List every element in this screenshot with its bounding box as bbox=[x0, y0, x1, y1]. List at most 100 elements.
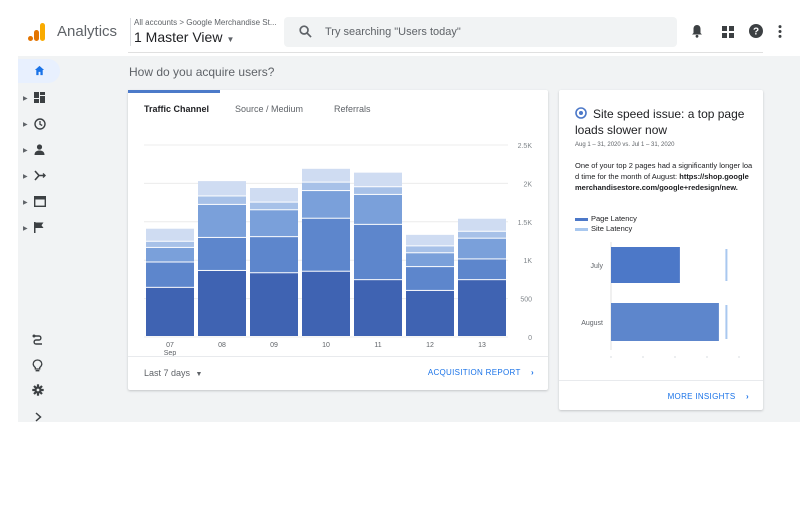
app-name: Analytics bbox=[57, 23, 118, 40]
expand-arrow-icon: ▶ bbox=[23, 148, 28, 154]
bar-segment bbox=[250, 273, 298, 336]
analytics-app: Analytics All accounts > Google Merchand… bbox=[18, 8, 800, 422]
sidebar-item-behavior[interactable]: ▶ bbox=[23, 194, 53, 212]
sidebar-item-acquisition[interactable]: ▶ bbox=[23, 168, 53, 186]
side-navigation: ▶ ▶ ▶ ▶ bbox=[18, 56, 70, 422]
dashboard-icon bbox=[34, 92, 45, 103]
legend-site-latency: Site Latency bbox=[575, 224, 637, 234]
home-icon bbox=[34, 65, 45, 76]
legend-label: Site Latency bbox=[591, 224, 633, 233]
bar-segment bbox=[198, 270, 246, 336]
apps-grid-icon[interactable] bbox=[722, 26, 734, 38]
latency-legend: Page Latency Site Latency bbox=[575, 214, 637, 234]
bar-segment bbox=[354, 187, 402, 194]
bar-segment bbox=[146, 287, 194, 336]
expand-arrow-icon: ▶ bbox=[23, 174, 28, 180]
account-breadcrumb[interactable]: All accounts > Google Merchandise St... bbox=[134, 18, 277, 27]
bell-icon[interactable] bbox=[691, 24, 703, 38]
acquisition-report-link[interactable]: ACQUISITION REPORT › bbox=[428, 368, 534, 377]
bar-segment bbox=[458, 238, 506, 259]
bar-segment bbox=[302, 218, 350, 271]
bar-segment bbox=[458, 280, 506, 336]
svg-text:?: ? bbox=[753, 27, 759, 38]
insight-title: Site speed issue: a top page loads slowe… bbox=[575, 106, 753, 138]
bar-segment bbox=[146, 247, 194, 262]
tab-referrals[interactable]: Referrals bbox=[334, 104, 371, 114]
y-tick-label: 0 bbox=[528, 335, 532, 342]
analytics-logo-icon bbox=[28, 23, 45, 41]
legend-page-latency: Page Latency bbox=[575, 214, 637, 224]
bar-segment bbox=[458, 218, 506, 231]
legend-swatch bbox=[575, 218, 588, 221]
bar-segment bbox=[458, 259, 506, 280]
insight-date-range: Aug 1 – 31, 2020 vs. Jul 1 – 31, 2020 bbox=[575, 142, 675, 148]
bar-segment bbox=[302, 182, 350, 191]
more-insights-link[interactable]: MORE INSIGHTS › bbox=[668, 392, 749, 401]
date-range-selector[interactable]: Last 7 days ▼ bbox=[144, 368, 202, 378]
sidebar-item-audience[interactable]: ▶ bbox=[23, 142, 53, 160]
latency-row-label: July bbox=[591, 263, 604, 270]
bar-segment bbox=[198, 237, 246, 270]
x-tick-label: 08 bbox=[218, 342, 226, 349]
tab-bar: Traffic Channel Source / Medium Referral… bbox=[128, 90, 548, 124]
tab-source-medium[interactable]: Source / Medium bbox=[235, 104, 304, 114]
tab-traffic-channel[interactable]: Traffic Channel bbox=[144, 104, 210, 114]
search-box[interactable]: Try searching "Users today" bbox=[284, 17, 677, 47]
more-insights-label: MORE INSIGHTS bbox=[667, 392, 736, 401]
help-icon[interactable]: ? bbox=[749, 24, 763, 38]
date-range-label: Last 7 days bbox=[144, 368, 191, 378]
chevron-right-icon: › bbox=[746, 392, 749, 401]
insights-card: Site speed issue: a top page loads slowe… bbox=[559, 90, 763, 410]
site-latency-marker bbox=[725, 305, 728, 339]
traffic-channel-chart: 2.5K2K1.5K1K500007Sep080910111213Organic… bbox=[144, 143, 533, 356]
sidebar-item-home[interactable] bbox=[18, 59, 60, 83]
insight-title-text: Site speed issue: a top page loads slowe… bbox=[575, 107, 745, 137]
bar-segment bbox=[406, 253, 454, 267]
x-sublabel: Sep bbox=[164, 350, 177, 356]
sidebar-item-customization[interactable]: ▶ bbox=[23, 90, 53, 108]
sidebar-item-conversions[interactable]: ▶ bbox=[23, 220, 53, 238]
y-tick-label: 1K bbox=[523, 258, 532, 265]
bar-segment bbox=[458, 231, 506, 238]
latency-row-label: August bbox=[581, 320, 603, 327]
more-vert-icon[interactable] bbox=[778, 25, 782, 38]
clock-icon bbox=[34, 118, 46, 130]
bar-segment bbox=[406, 246, 454, 253]
latency-chart: July August bbox=[581, 242, 740, 358]
chevron-right-icon: › bbox=[531, 368, 534, 377]
bar-segment bbox=[250, 237, 298, 273]
bar-segment bbox=[302, 191, 350, 218]
chevron-right-icon[interactable] bbox=[35, 412, 42, 422]
bar-segment bbox=[406, 267, 454, 290]
view-selector[interactable]: 1 Master View ▼ bbox=[134, 29, 234, 45]
acquisition-report-label: ACQUISITION REPORT bbox=[427, 368, 521, 377]
sidebar-item-realtime[interactable]: ▶ bbox=[23, 116, 53, 134]
x-tick-label: 07 bbox=[166, 342, 174, 349]
header-divider bbox=[130, 18, 131, 46]
x-tick-label: 10 bbox=[322, 342, 330, 349]
bar-segment bbox=[250, 210, 298, 237]
bar-segment bbox=[406, 234, 454, 246]
expand-arrow-icon: ▶ bbox=[23, 122, 28, 128]
attribution-icon[interactable] bbox=[32, 334, 44, 346]
insight-page-url[interactable]: https://shop.googlemerchandisestore.com/… bbox=[575, 172, 749, 192]
x-tick-label: 09 bbox=[270, 342, 278, 349]
legend-label: Page Latency bbox=[591, 214, 637, 223]
card-footer: Last 7 days ▼ ACQUISITION REPORT › bbox=[128, 356, 548, 390]
active-tab-indicator bbox=[128, 90, 220, 93]
expand-arrow-icon: ▶ bbox=[23, 226, 28, 232]
page-latency-bar bbox=[611, 303, 719, 341]
acquisition-icon bbox=[34, 170, 46, 181]
legend-swatch bbox=[575, 228, 588, 231]
bar-segment bbox=[302, 271, 350, 336]
y-tick-label: 1.5K bbox=[518, 220, 533, 227]
insight-body: One of your top 2 pages had a significan… bbox=[575, 160, 755, 193]
lightbulb-icon[interactable] bbox=[32, 359, 43, 372]
bar-segment bbox=[354, 172, 402, 187]
search-icon bbox=[299, 25, 312, 38]
settings-icon[interactable] bbox=[32, 384, 44, 396]
bar-segment bbox=[354, 280, 402, 336]
site-latency-marker bbox=[725, 249, 728, 281]
bar-segment bbox=[250, 202, 298, 210]
bar-segment bbox=[302, 168, 350, 182]
